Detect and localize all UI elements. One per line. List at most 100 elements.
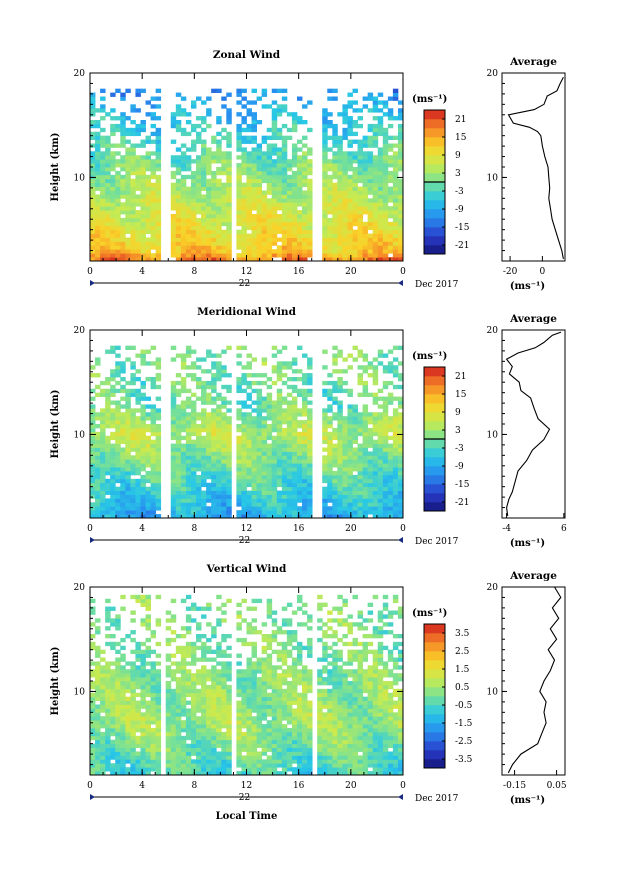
heatmap-cell [267,147,272,151]
heatmap-cell [307,147,312,151]
profile-x-tick-label: -20 [503,267,518,277]
heatmap-cell [292,147,297,151]
heatmap-cell [100,669,105,673]
heatmap-cell [146,728,151,732]
heatmap-cell [186,595,191,599]
heatmap-cell [332,132,337,136]
heatmap-cell [287,202,292,206]
heatmap-cell [110,416,115,420]
heatmap-cell [247,412,252,416]
heatmap-cell [388,393,393,397]
heatmap-cell [272,459,277,463]
heatmap-cell [322,159,327,163]
heatmap-cell [105,732,110,736]
heatmap-cell [135,736,140,740]
heatmap-cell [241,245,246,249]
date-day-label: 22 [239,279,250,289]
heatmap-cell [211,506,216,510]
heatmap-cell [206,736,211,740]
heatmap-cell [100,155,105,159]
heatmap-cell [191,712,196,716]
heatmap-cell [110,701,115,705]
heatmap-cell [247,218,252,222]
heatmap-cell [135,728,140,732]
heatmap-cell [262,222,267,226]
heatmap-cell [262,230,267,234]
heatmap-cell [151,693,156,697]
heatmap-cell [363,365,368,369]
heatmap-cell [115,354,120,358]
heatmap-cell [125,724,130,728]
heatmap-cell [146,463,151,467]
heatmap-cell [196,459,201,463]
heatmap-cell [156,253,161,257]
heatmap-cell [277,459,282,463]
heatmap-cell [252,444,257,448]
heatmap-cell [191,179,196,183]
heatmap-cell [368,179,373,183]
heatmap-cell [337,385,342,389]
heatmap-cell [272,175,277,179]
heatmap-cell [125,116,130,120]
heatmap-cell [176,93,181,97]
heatmap-cell [277,253,282,257]
heatmap-cell [388,506,393,510]
heatmap-cell [241,128,246,132]
heatmap-cell [373,373,378,377]
heatmap-cell [151,689,156,693]
heatmap-cell [363,432,368,436]
heatmap-cell [383,385,388,389]
heatmap-cell [247,393,252,397]
heatmap-cell [151,506,156,510]
heatmap-cell [181,506,186,510]
heatmap-cell [140,214,145,218]
heatmap-cell [337,455,342,459]
heatmap-cell [176,736,181,740]
heatmap-cell [201,151,206,155]
heatmap-cell [332,436,337,440]
heatmap-cell [302,393,307,397]
heatmap-cell [393,436,398,440]
heatmap-cell [151,202,156,206]
heatmap-cell [332,230,337,234]
heatmap-cell [297,412,302,416]
heatmap-cell [135,471,140,475]
heatmap-cell [342,230,347,234]
heatmap-cell [337,498,342,502]
heatmap-cell [297,408,302,412]
heatmap-cell [373,253,378,257]
heatmap-cell [191,685,196,689]
heatmap-cell [95,736,100,740]
heatmap-cell [257,475,262,479]
heatmap-cell [156,187,161,191]
heatmap-cell [216,654,221,658]
heatmap-cell [221,759,226,763]
heatmap-cell [105,140,110,144]
heatmap-cell [105,642,110,646]
heatmap-cell [267,210,272,214]
heatmap-cell [196,194,201,198]
heatmap-cell [236,471,241,475]
heatmap-cell [90,365,95,369]
heatmap-cell [100,506,105,510]
heatmap-cell [378,245,383,249]
heatmap-cell [191,689,196,693]
heatmap-cell [332,397,337,401]
heatmap-cell [140,506,145,510]
heatmap-cell [236,502,241,506]
heatmap-cell [327,436,332,440]
heatmap-cell [358,510,363,514]
heatmap-cell [257,159,262,163]
heatmap-cell [272,440,277,444]
heatmap-cell [156,677,161,681]
heatmap-cell [262,198,267,202]
heatmap-cell [191,491,196,495]
heatmap-cell [302,214,307,218]
heatmap-cell [110,661,115,665]
heatmap-cell [282,502,287,506]
heatmap-cell [307,187,312,191]
heatmap-cell [358,144,363,148]
heatmap-cell [140,467,145,471]
heatmap-cell [277,108,282,112]
heatmap-cell [257,401,262,405]
